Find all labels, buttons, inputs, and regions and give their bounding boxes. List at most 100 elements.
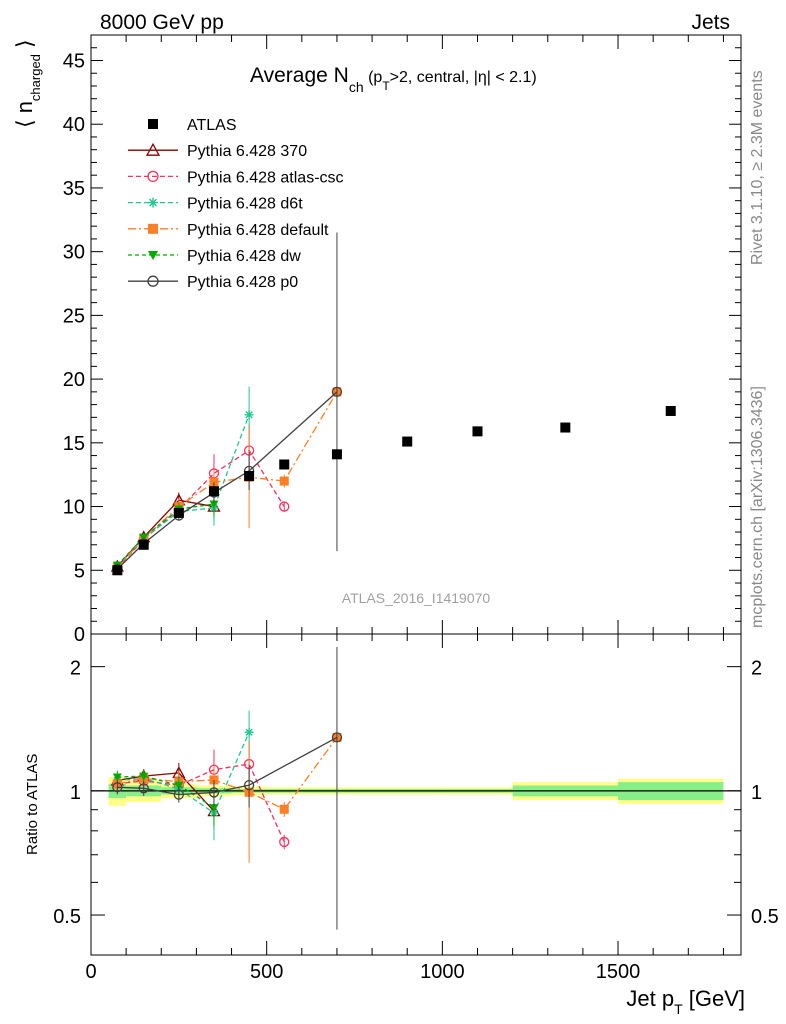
- y-tick-label: 35: [63, 178, 85, 200]
- y-tick-label: 30: [63, 242, 85, 264]
- ylabel-main: ⟨ n: [12, 101, 37, 128]
- ratio-point: [279, 804, 289, 814]
- xlabel-sub: T: [674, 1001, 683, 1017]
- atlas-data-point: [173, 507, 184, 518]
- legend-item: Pythia 6.428 dw: [128, 248, 301, 265]
- ratio-point: [244, 727, 254, 737]
- series-pythia-6-428-d6t: [112, 386, 254, 841]
- legend-item: Pythia 6.428 d6t: [128, 196, 303, 213]
- series-atlas: [112, 405, 676, 576]
- x-tick-label: 1500: [596, 961, 641, 983]
- data-point: [279, 501, 290, 512]
- axes: 0 5 10 15 20 25 30 35 40 45 0 500 1000 1500 0.5 0.5 1 1 2 2: [53, 34, 779, 983]
- y-tick-label: 10: [63, 497, 85, 519]
- mcplots-label: mcplots.cern.ch [arXiv:1306.3436]: [749, 386, 766, 628]
- ratio-y-tick-label: 2: [70, 658, 81, 680]
- title-sub2: T: [382, 79, 390, 93]
- x-axis-label: Jet pT [GeV]: [626, 986, 745, 1017]
- ratio-point: [209, 804, 219, 813]
- series-ratio-line: [117, 772, 215, 812]
- data-point: [139, 533, 149, 542]
- ratio-y-tick-label-right: 1: [751, 782, 762, 804]
- ratio-y-tick-label: 0.5: [53, 906, 81, 928]
- y-axis-label-ratio: Ratio to ATLAS: [24, 754, 41, 855]
- title-rest1: (p: [364, 69, 383, 86]
- data-point: [209, 500, 219, 509]
- series-line: [116, 503, 215, 566]
- series-ratio-line: [117, 763, 285, 843]
- ylabel-close: ⟩: [12, 39, 37, 54]
- legend-label: ATLAS: [187, 117, 237, 134]
- header-left: 8000 GeV pp: [100, 11, 224, 34]
- legend-label: Pythia 6.428 370: [187, 143, 307, 160]
- legend-marker: [148, 197, 158, 208]
- data-point: [331, 386, 343, 398]
- ratio-point: [112, 782, 123, 793]
- y-tick-label: 25: [63, 305, 85, 327]
- rivet-label: Rivet 3.1.10, ≥ 2.3M events: [749, 70, 766, 265]
- legend-marker: [148, 223, 158, 234]
- legend-marker: [145, 142, 161, 156]
- atlas-data-point: [244, 470, 255, 481]
- series-ratio-line: [117, 775, 215, 809]
- legend-marker: [147, 170, 159, 183]
- y-tick-label: 20: [63, 369, 85, 391]
- legend-label: Pythia 6.428 dw: [187, 248, 301, 265]
- title-sub: ch: [349, 79, 364, 95]
- legend-label: Pythia 6.428 default: [187, 222, 329, 239]
- ratio-point: [139, 772, 149, 781]
- x-tick-label: 0: [85, 961, 96, 983]
- ratio-point: [112, 773, 122, 782]
- x-tick-label: 1000: [420, 961, 465, 983]
- analysis-watermark: ATLAS_2016_I1419070: [342, 590, 491, 606]
- ratio-point: [173, 789, 184, 800]
- ratio-point: [174, 781, 184, 790]
- xlabel-main: Jet p: [626, 986, 674, 1011]
- ratio-y-tick-label-right: 0.5: [751, 906, 779, 928]
- legend-label: Pythia 6.428 p0: [187, 274, 298, 291]
- legend-item: Pythia 6.428 default: [128, 222, 329, 239]
- atlas-data-point: [402, 436, 413, 447]
- header-right: Jets: [691, 11, 730, 34]
- legend-label: Pythia 6.428 d6t: [187, 196, 303, 213]
- x-tick-label: 500: [250, 961, 283, 983]
- series-line: [116, 391, 338, 569]
- title-main: Average N: [250, 64, 349, 87]
- ratio-point: [138, 783, 149, 794]
- series-line: [116, 391, 338, 570]
- xlabel-unit: [GeV]: [683, 986, 745, 1011]
- series-pythia-6-428-p0: [112, 232, 343, 930]
- chart-title: Average Nch (pT>2, central, |η| < 2.1): [250, 64, 537, 95]
- legend-marker: [148, 119, 158, 129]
- ratio-y-tick-label: 1: [70, 782, 81, 804]
- atlas-data-point: [472, 426, 483, 437]
- y-axis-label-main: ⟨ ncharged ⟩: [12, 39, 43, 128]
- atlas-data-point: [138, 539, 149, 550]
- series-ratio-line: [117, 731, 250, 814]
- y-tick-label: 40: [63, 114, 85, 136]
- ylabel-sub: charged: [28, 54, 43, 101]
- y-tick-label: 45: [63, 50, 85, 72]
- data-point: [279, 476, 289, 486]
- legend: ATLAS Pythia 6.428 370 Pythia 6.428 atlas-…: [128, 117, 344, 291]
- legend-marker: [147, 275, 159, 287]
- ratio-point: [279, 836, 290, 848]
- legend-item: Pythia 6.428 p0: [128, 274, 298, 291]
- legend-item: Pythia 6.428 370: [128, 142, 307, 160]
- ratio-point: [243, 780, 255, 791]
- series-pythia-6-428-dw: [112, 491, 219, 827]
- ratio-point: [208, 787, 220, 798]
- ratio-frame: [90, 633, 742, 956]
- series-layer: [110, 232, 676, 930]
- title-rest2: >2, central, |η| < 2.1): [390, 69, 537, 86]
- atlas-data-point: [208, 486, 219, 497]
- atlas-data-point: [560, 422, 571, 433]
- atlas-data-point: [665, 405, 676, 416]
- atlas-data-point: [279, 459, 290, 470]
- legend-marker: [148, 251, 158, 260]
- legend-item: Pythia 6.428 atlas-csc: [128, 169, 344, 186]
- ratio-point: [331, 732, 343, 743]
- data-point: [244, 410, 254, 420]
- legend-item: ATLAS: [148, 117, 237, 134]
